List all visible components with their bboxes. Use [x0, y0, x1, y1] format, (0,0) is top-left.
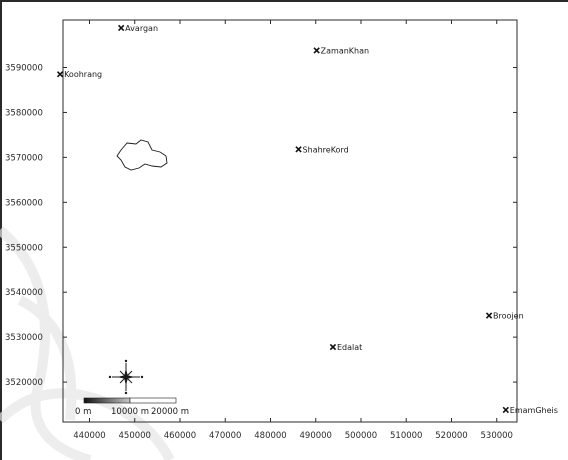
place-label-shahrekord: ShahreKord — [303, 145, 349, 154]
cross-icon — [118, 24, 125, 32]
scale-bar-light-segment — [129, 397, 177, 404]
place-marker-avargan: Avargan — [118, 24, 158, 33]
y-tick-label: 3530000 — [5, 333, 43, 343]
x-tick-label: 500000 — [345, 431, 377, 441]
y-tick-label: 3550000 — [5, 243, 43, 253]
place-label-emamgheis: EmamGheis — [510, 406, 558, 415]
place-marker-broojen: Broojen — [485, 312, 524, 321]
x-tick-label: 510000 — [390, 431, 422, 441]
scale-bar: 0 m 10000 m 20000 m — [75, 397, 189, 417]
x-tick-label: 480000 — [254, 431, 286, 441]
place-label-avargan: Avargan — [125, 24, 158, 33]
place-marker-shahrekord: ShahreKord — [295, 145, 349, 154]
place-label-koohrang: Koohrang — [64, 70, 102, 79]
y-tick-label: 3590000 — [5, 64, 43, 74]
scale-label-0: 0 m — [75, 407, 91, 417]
axis-ticks: 440000 450000 460000 470000 480000 490000 5000… — [5, 20, 517, 441]
y-tick-label: 3580000 — [5, 108, 43, 118]
y-tick-label: 3520000 — [5, 378, 43, 388]
cross-icon — [56, 71, 64, 78]
scale-label-20000: 20000 m — [151, 407, 189, 417]
cross-icon — [502, 406, 509, 414]
x-tick-label: 470000 — [209, 431, 241, 441]
watermark-pattern — [0, 226, 175, 460]
lake-outline — [116, 139, 168, 171]
map-plot-border — [62, 19, 518, 423]
place-label-broojen: Broojen — [493, 312, 524, 321]
cross-icon — [295, 146, 302, 153]
x-tick-label: 460000 — [164, 431, 196, 441]
x-tick-label: 450000 — [119, 431, 151, 441]
compass-rose-icon — [108, 359, 144, 395]
cross-icon — [485, 312, 493, 319]
y-tick-label: 3570000 — [5, 153, 43, 163]
place-label-zamankhan: ZamanKhan — [321, 46, 369, 55]
place-markers: Avargan ZamanKhan Koohrang ShahreKord Brooje… — [56, 24, 558, 415]
place-label-edalat: Edalat — [337, 343, 362, 352]
x-tick-label: 530000 — [481, 431, 513, 441]
scale-bar-dark-segment — [83, 397, 131, 404]
place-marker-emamgheis: EmamGheis — [502, 406, 558, 415]
x-tick-label: 440000 — [73, 431, 105, 441]
place-marker-edalat: Edalat — [329, 343, 362, 352]
x-tick-label: 520000 — [435, 431, 467, 441]
y-tick-label: 3540000 — [5, 288, 43, 298]
cross-icon — [313, 47, 320, 54]
y-tick-label: 3560000 — [5, 198, 43, 208]
scale-label-10000: 10000 m — [111, 407, 149, 417]
x-tick-label: 490000 — [300, 431, 332, 441]
cross-icon — [329, 343, 337, 351]
place-marker-koohrang: Koohrang — [56, 70, 102, 79]
place-marker-zamankhan: ZamanKhan — [313, 46, 369, 55]
